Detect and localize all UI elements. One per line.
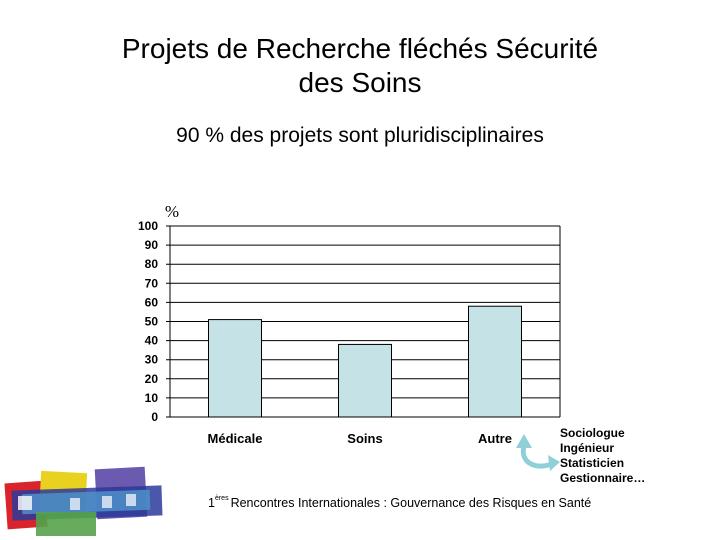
y-tick-label: 10 bbox=[145, 391, 159, 405]
y-axis-label: % bbox=[165, 202, 179, 221]
annotation-arrowhead-right bbox=[548, 455, 560, 471]
footer: 1ères Rencontres Internationales : Gouver… bbox=[208, 495, 592, 510]
profession-item: Ingénieur bbox=[560, 441, 615, 455]
y-tick-label: 20 bbox=[145, 372, 159, 386]
y-tick-label: 30 bbox=[145, 353, 159, 367]
bar bbox=[468, 305, 522, 418]
bar bbox=[338, 343, 392, 418]
slide-title-line-1: Projets de Recherche fléchés Sécurité bbox=[121, 33, 599, 64]
footer-text: Rencontres Internationales : Gouvernance… bbox=[230, 496, 592, 510]
y-tick-label: 0 bbox=[151, 410, 158, 424]
y-tick-label: 60 bbox=[145, 295, 159, 309]
bar bbox=[208, 319, 262, 418]
profession-item: Sociologue bbox=[560, 426, 625, 440]
footer-superscript: ères bbox=[214, 495, 229, 502]
x-tick-label: Autre bbox=[478, 431, 512, 446]
annotation-arrow bbox=[520, 443, 555, 469]
y-tick-label: 40 bbox=[145, 334, 159, 348]
x-tick-label: Soins bbox=[347, 431, 382, 446]
x-tick-label: Médicale bbox=[208, 431, 263, 446]
annotation-arrowhead-up bbox=[516, 434, 532, 448]
y-tick-label: 100 bbox=[138, 219, 158, 233]
y-tick-label: 50 bbox=[145, 315, 159, 329]
conference-logo-icon bbox=[4, 466, 163, 536]
profession-item: Gestionnaire… bbox=[560, 471, 646, 485]
y-tick-label: 80 bbox=[145, 257, 159, 271]
slide-title-line-2: des Soins bbox=[298, 67, 422, 98]
y-tick-label: 70 bbox=[145, 276, 159, 290]
profession-list: Sociologue Ingénieur Statisticien Gestio… bbox=[560, 426, 645, 486]
slide-title: Projets de Recherche fléchés Sécurité de… bbox=[0, 32, 720, 100]
profession-item: Statisticien bbox=[560, 456, 625, 470]
footer-prefix: 1 bbox=[208, 496, 215, 510]
slide-subtitle: 90 % des projets sont pluridisciplinaire… bbox=[176, 124, 544, 147]
y-tick-label: 90 bbox=[145, 238, 159, 252]
